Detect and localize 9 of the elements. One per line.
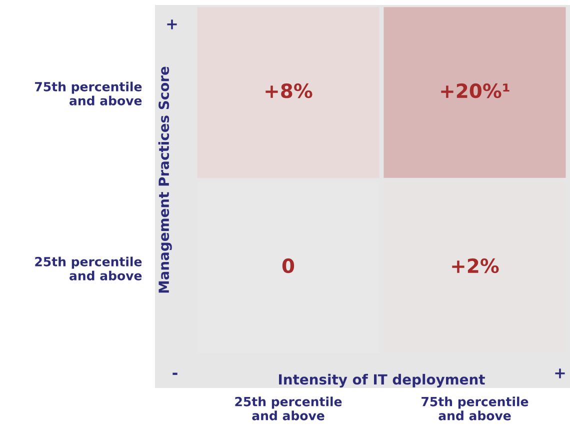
annotation: + <box>555 368 565 378</box>
data-label: 0 <box>282 258 294 274</box>
y-axis-title: Management Practices Score <box>158 66 172 293</box>
annotation: + <box>167 20 177 30</box>
annotation: - <box>172 372 178 375</box>
data-label: +2% <box>452 258 499 274</box>
data-label: +20%¹ <box>441 83 510 98</box>
x-axis-title: Intensity of IT deployment <box>279 374 485 388</box>
data-label: +8% <box>266 83 312 98</box>
